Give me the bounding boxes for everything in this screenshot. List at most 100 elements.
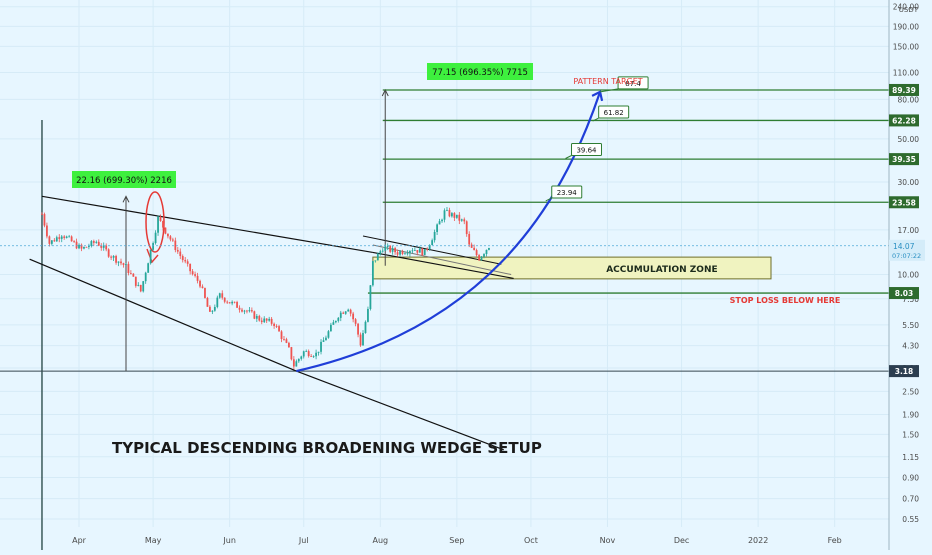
candle-body bbox=[421, 248, 424, 255]
target-callout-line bbox=[592, 117, 599, 122]
candle-body bbox=[278, 326, 280, 332]
candle-body bbox=[446, 209, 448, 211]
target-callout-label: 23.94 bbox=[557, 189, 578, 197]
candle-body bbox=[250, 310, 253, 312]
target-curve-arrowhead bbox=[591, 90, 604, 102]
y-axis-tick-label: 1.50 bbox=[902, 430, 919, 439]
candle-body bbox=[265, 318, 268, 321]
y-axis-tick-label: 30.00 bbox=[898, 178, 920, 187]
candle-body bbox=[374, 260, 377, 262]
candle-body bbox=[347, 309, 350, 312]
candle-body bbox=[448, 209, 451, 217]
candle-body bbox=[325, 337, 327, 341]
candle-body bbox=[223, 297, 226, 302]
candle-body bbox=[455, 214, 458, 218]
candle-body bbox=[201, 286, 204, 289]
candle-body bbox=[68, 236, 71, 238]
current-price-tag-label: 14.07 bbox=[893, 242, 915, 251]
candle-body bbox=[473, 247, 476, 251]
candle-body bbox=[342, 312, 345, 314]
start-highlight-arrow bbox=[146, 248, 159, 264]
candle-body bbox=[478, 255, 480, 261]
candle-body bbox=[384, 246, 387, 251]
target-callout-label: 61.82 bbox=[604, 109, 624, 117]
candle-body bbox=[191, 271, 194, 275]
candle-body bbox=[243, 310, 246, 312]
candle-body bbox=[199, 280, 201, 287]
candle-body bbox=[283, 339, 285, 340]
candle-body bbox=[352, 313, 355, 320]
y-axis-tick-label: 80.00 bbox=[898, 95, 920, 104]
candle-body bbox=[428, 245, 431, 250]
candle-body bbox=[159, 216, 162, 221]
candle-body bbox=[171, 239, 174, 241]
candle-body bbox=[458, 214, 461, 221]
candle-body bbox=[43, 214, 46, 226]
candle-body bbox=[46, 225, 48, 237]
y-axis-tick-label: 0.55 bbox=[902, 515, 919, 524]
candle-body bbox=[315, 352, 317, 357]
candle-body bbox=[300, 356, 303, 359]
target-callout-line bbox=[599, 88, 619, 93]
measure-label: 22.16 (699.30%) 2216 bbox=[76, 176, 172, 186]
x-axis-tick-label: Aug bbox=[372, 536, 388, 545]
candle-body bbox=[453, 213, 456, 218]
candle-body bbox=[376, 253, 379, 261]
candle-body bbox=[134, 276, 137, 286]
candle-body bbox=[218, 293, 221, 298]
candle-body bbox=[88, 245, 90, 248]
candle-body bbox=[441, 219, 443, 222]
candle-body bbox=[401, 251, 404, 254]
candle-body bbox=[468, 234, 471, 245]
candle-body bbox=[337, 317, 340, 321]
candle-body bbox=[280, 331, 283, 340]
y-axis-tick-label: 190.00 bbox=[893, 22, 919, 31]
y-axis-tick-label: 1.15 bbox=[902, 453, 919, 462]
candle-body bbox=[285, 339, 288, 343]
level-price-tag bbox=[889, 83, 919, 96]
candle-body bbox=[411, 250, 414, 252]
y-axis-tick-label: 0.90 bbox=[902, 473, 919, 482]
candle-body bbox=[334, 320, 337, 323]
target-callout-label: 87.4 bbox=[625, 80, 641, 88]
x-axis-tick-label: Sep bbox=[449, 536, 464, 545]
candle-body bbox=[418, 248, 421, 253]
candle-body bbox=[209, 306, 211, 312]
candle-body bbox=[426, 249, 429, 250]
candle-body bbox=[292, 359, 295, 367]
candle-body bbox=[327, 331, 330, 338]
candle-body bbox=[483, 254, 485, 257]
candle-body bbox=[129, 273, 132, 274]
x-axis-tick-label: Apr bbox=[72, 536, 87, 545]
candle-body bbox=[359, 334, 362, 346]
candle-body bbox=[460, 219, 463, 221]
candle-body bbox=[436, 224, 438, 232]
level-price-tag bbox=[889, 196, 919, 209]
target-callout-box bbox=[617, 76, 649, 90]
candle-body bbox=[110, 256, 113, 258]
candle-body bbox=[320, 341, 322, 352]
y-axis-tick-label: 150.00 bbox=[893, 42, 919, 51]
candle-body bbox=[85, 246, 88, 248]
candle-body bbox=[297, 358, 300, 362]
candle-body bbox=[389, 246, 392, 252]
candle-body bbox=[371, 261, 374, 286]
candle-body bbox=[451, 213, 453, 217]
candle-body bbox=[438, 221, 441, 225]
y-axis-unit-label: USDT bbox=[899, 6, 919, 14]
candle-body bbox=[181, 256, 184, 261]
candle-body bbox=[107, 249, 110, 257]
candle-body bbox=[196, 275, 199, 281]
current-price-tag bbox=[889, 239, 925, 261]
candle-body bbox=[58, 237, 61, 239]
candle-body bbox=[480, 256, 483, 261]
candle-body bbox=[263, 318, 266, 323]
candle-body bbox=[127, 263, 130, 274]
candle-body bbox=[63, 236, 66, 238]
target-callout-box bbox=[551, 185, 583, 199]
level-price-tag bbox=[889, 365, 919, 378]
y-axis-tick-label: 10.00 bbox=[898, 271, 920, 280]
candle-body bbox=[167, 233, 169, 237]
y-axis-tick-label: 50.00 bbox=[898, 135, 920, 144]
candle-body bbox=[55, 237, 58, 242]
